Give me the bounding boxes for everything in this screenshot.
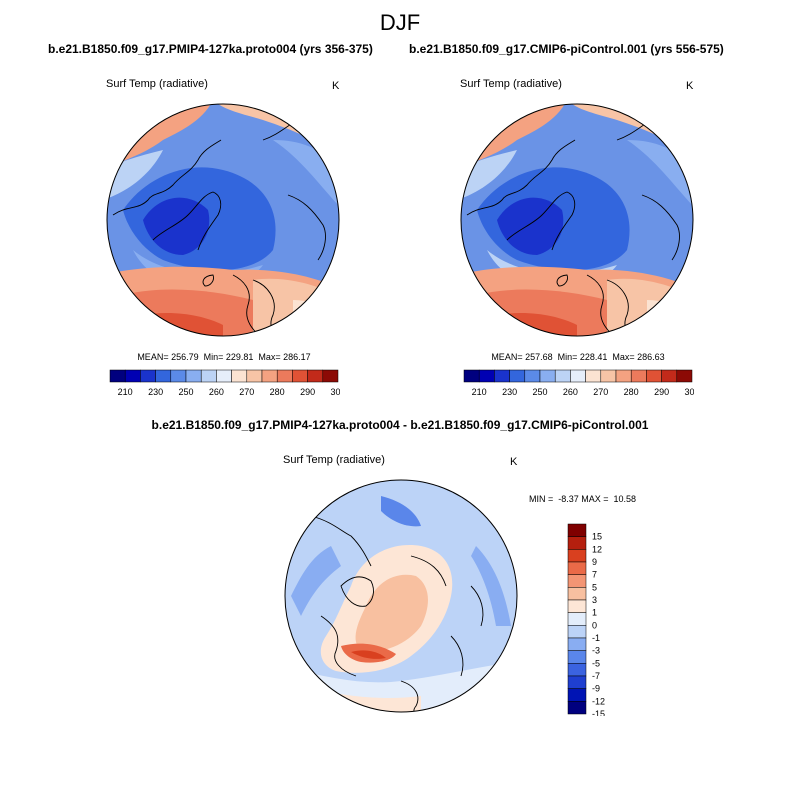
panel2-colorbar-swatch <box>615 369 632 383</box>
panel3-colorbar-tick-label: -9 <box>592 684 600 694</box>
panel2-colorbar-swatch <box>600 369 617 383</box>
panel1-units-label: K <box>332 80 340 92</box>
panel2-colorbar: 210 230 250 260 270 280 290 300 <box>463 369 694 397</box>
panel2-colorbar-tick-label: 230 <box>502 387 517 397</box>
panel2-colorbar-tick-label: 270 <box>593 387 608 397</box>
panel3-colorbar-tick-label: 3 <box>592 595 597 605</box>
panel1-colorbar-swatch <box>322 369 339 383</box>
panel1-polar-map <box>106 103 340 337</box>
panel3-colorbar-swatch <box>567 612 587 626</box>
panel1-colorbar-tick-label: 260 <box>209 387 224 397</box>
panel1-colorbar-swatch <box>292 369 308 383</box>
panel3-colorbar-tick-label: 1 <box>592 608 597 618</box>
panel2-polar-map <box>460 103 694 337</box>
panel3-colorbar-swatch <box>567 637 587 651</box>
panel1-colorbar-swatch <box>246 369 263 383</box>
panel1-colorbar-tick-label: 270 <box>239 387 254 397</box>
panel2-colorbar-swatch <box>646 369 662 383</box>
panel1-variable-label: Surf Temp (radiative) <box>106 78 208 90</box>
panel2-colorbar-tick-label: 280 <box>624 387 639 397</box>
panel1-colorbar-tick-label: 230 <box>148 387 163 397</box>
panel1-colorbar-swatch <box>170 369 187 383</box>
panel3-colorbar-swatch <box>567 625 587 639</box>
figure-title: DJF <box>379 10 421 35</box>
panel2-colorbar-swatch <box>585 369 602 383</box>
panel1-colorbar-swatch <box>261 369 278 383</box>
panel3-colorbar-swatch <box>567 574 587 588</box>
panel2-variable-label: Surf Temp (radiative) <box>460 78 562 90</box>
panel3-units-label: K <box>510 456 518 468</box>
panel2-colorbar-swatch <box>630 369 647 383</box>
panel2-colorbar-tick-label: 210 <box>472 387 487 397</box>
panel3-colorbar-swatch <box>567 549 587 563</box>
panel1-colorbar-swatch <box>124 369 141 383</box>
panel3-colorbar-tick-label: 7 <box>592 570 597 580</box>
panel3-colorbar-swatch <box>567 587 587 601</box>
panel2-colorbar-swatch <box>478 369 495 383</box>
panel3-colorbar-swatch <box>567 663 587 677</box>
panel3-stats: MIN = -8.37 MAX = 10.58 <box>529 494 637 504</box>
panel3-colorbar-tick-label: 0 <box>592 620 597 630</box>
panel3-colorbar-tick-label: 15 <box>592 532 602 542</box>
panel2-colorbar-swatch <box>661 369 678 383</box>
panel1-colorbar-swatch <box>155 369 172 383</box>
panel3-variable-label: Surf Temp (radiative) <box>283 454 385 466</box>
panel1-colorbar-tick-label: 300 <box>330 387 340 397</box>
panel1-colorbar-swatch <box>216 369 232 383</box>
panel2-colorbar-swatch <box>554 369 571 383</box>
panel3-colorbar-tick-label: -7 <box>592 671 600 681</box>
panel3-title: b.e21.B1850.f09_g17.PMIP4-127ka.proto004… <box>151 418 649 432</box>
panel3-colorbar-swatch <box>567 561 587 575</box>
panel1-colorbar-tick-label: 210 <box>118 387 133 397</box>
panel1-stats: MEAN= 256.79 Min= 229.81 Max= 286.17 <box>137 352 311 362</box>
panel1-title: b.e21.B1850.f09_g17.PMIP4-127ka.proto004… <box>48 42 373 56</box>
panel3-colorbar-swatch <box>567 675 587 689</box>
panel3-colorbar-tick-label: -3 <box>592 646 600 656</box>
panel2-colorbar-tick-label: 300 <box>684 387 694 397</box>
panel3-colorbar-tick-label: -15 <box>592 709 605 716</box>
panel1-colorbar-swatch <box>307 369 324 383</box>
panel2-colorbar-tick-label: 260 <box>563 387 578 397</box>
panel2-colorbar-tick-label: 250 <box>532 387 547 397</box>
panel2-colorbar-swatch <box>539 369 556 383</box>
panel3-colorbar-swatch <box>567 701 587 715</box>
panel1-colorbar: 210 230 250 260 270 280 290 300 <box>109 369 340 397</box>
panel1-colorbar-tick-label: 290 <box>300 387 315 397</box>
panel2-units-label: K <box>686 80 694 92</box>
panel3-colorbar-tick-label: -1 <box>592 633 600 643</box>
panel2-colorbar-tick-label: 290 <box>654 387 669 397</box>
panel1-colorbar-swatch <box>200 369 217 383</box>
panel2-colorbar-swatch <box>570 369 586 383</box>
panel3-colorbar-tick-label: -5 <box>592 658 600 668</box>
panel2-colorbar-swatch <box>463 369 480 383</box>
panel3-colorbar: 15 12 9 7 5 3 1 0 -1 -3 -5 -7 -9 -12 -15 <box>567 523 605 716</box>
panel3-colorbar-swatch <box>567 688 587 702</box>
panel1-colorbar-tick-label: 250 <box>178 387 193 397</box>
panel3-colorbar-swatch <box>567 599 587 613</box>
panel3-colorbar-tick-label: -12 <box>592 696 605 706</box>
panel1-colorbar-swatch <box>140 369 156 383</box>
panel2-title: b.e21.B1850.f09_g17.CMIP6-piControl.001 … <box>409 42 724 56</box>
panel3-colorbar-tick-label: 5 <box>592 582 597 592</box>
panel3-colorbar-swatch <box>567 650 587 664</box>
panel3-polar-map <box>284 479 518 713</box>
panel1-colorbar-swatch <box>185 369 202 383</box>
panel1-colorbar-swatch <box>276 369 293 383</box>
panel2-stats: MEAN= 257.68 Min= 228.41 Max= 286.63 <box>491 352 665 362</box>
panel3-colorbar-swatch <box>567 536 587 550</box>
panel2-colorbar-swatch <box>509 369 526 383</box>
panel2-colorbar-swatch <box>494 369 510 383</box>
panel3-colorbar-tick-label: 12 <box>592 544 602 554</box>
panel3-colorbar-tick-label: 9 <box>592 557 597 567</box>
panel1-colorbar-tick-label: 280 <box>270 387 285 397</box>
panel2-colorbar-swatch <box>676 369 693 383</box>
panel1-colorbar-swatch <box>109 369 126 383</box>
panel1-colorbar-swatch <box>231 369 248 383</box>
panel2-colorbar-swatch <box>524 369 541 383</box>
panel3-colorbar-swatch <box>567 523 587 537</box>
